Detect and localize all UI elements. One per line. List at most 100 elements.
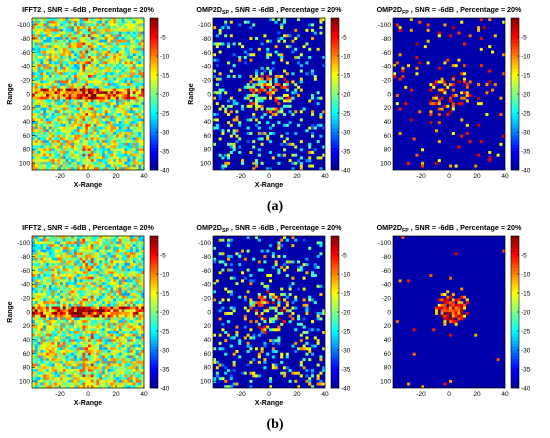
heatmap-cell <box>319 20 323 24</box>
heatmap-cell <box>132 42 136 46</box>
heatmap-cell <box>85 20 89 24</box>
heatmap-cell <box>96 344 100 348</box>
heatmap-cell <box>88 339 92 343</box>
heatmap-cell <box>37 140 41 144</box>
heatmap-cell <box>46 246 50 250</box>
heatmap-cell <box>141 339 145 343</box>
heatmap-cell <box>102 151 106 154</box>
heatmap-cell <box>124 293 128 296</box>
heatmap-cell <box>116 279 120 283</box>
heatmap-cell <box>218 50 222 54</box>
heatmap-cell <box>48 34 52 38</box>
heatmap-cell <box>68 301 72 305</box>
heatmap-cell <box>57 129 61 133</box>
heatmap-cell <box>135 88 139 92</box>
heatmap-cell <box>57 260 61 264</box>
heatmap-cell <box>107 140 111 144</box>
heatmap-cell <box>107 39 111 43</box>
heatmap-cell <box>130 153 134 157</box>
heatmap-cell <box>82 153 86 157</box>
heatmap-cell <box>43 64 47 68</box>
heatmap-cell <box>37 244 41 248</box>
heatmap-cell <box>40 260 44 264</box>
heatmap-cell <box>124 94 128 97</box>
heatmap-cell <box>65 151 69 154</box>
heatmap-cell <box>266 39 270 43</box>
heatmap-cell <box>62 110 66 114</box>
heatmap-cell <box>74 333 78 337</box>
heatmap-cell <box>37 309 41 313</box>
heatmap-cell <box>124 347 128 351</box>
heatmap-cell <box>322 18 326 21</box>
heatmap-cell <box>46 282 50 286</box>
heatmap-cell <box>34 153 38 157</box>
heatmap-cell <box>82 276 86 280</box>
heatmap-cell <box>127 145 131 149</box>
heatmap-cell <box>68 18 72 21</box>
heatmap-cell <box>76 322 80 326</box>
heatmap-cell <box>93 153 97 157</box>
heatmap-cell <box>135 153 139 157</box>
heatmap-cell <box>74 31 78 35</box>
heatmap-cell <box>90 290 94 294</box>
heatmap-cell <box>118 134 122 138</box>
heatmap-cell <box>82 317 86 321</box>
heatmap-cell <box>121 352 125 356</box>
heatmap-cell <box>82 328 86 332</box>
heatmap-cell <box>118 42 122 46</box>
heatmap-cell <box>62 246 66 250</box>
heatmap-cell <box>43 115 47 119</box>
heatmap-cell <box>104 260 108 264</box>
heatmap-cell <box>449 83 453 87</box>
heatmap-cell <box>60 268 64 272</box>
heatmap-cell <box>130 322 134 326</box>
heatmap-cell <box>71 94 75 97</box>
heatmap-cell <box>40 58 44 62</box>
heatmap-cell <box>60 352 64 356</box>
heatmap-cell <box>99 134 103 138</box>
heatmap-cell <box>88 274 92 277</box>
heatmap-cell <box>71 328 75 332</box>
heatmap-cell <box>34 132 38 135</box>
heatmap-cell <box>124 66 128 70</box>
heatmap-cell <box>502 72 506 76</box>
heatmap-cell <box>269 126 273 130</box>
heatmap-cell <box>37 88 41 92</box>
heatmap-cell <box>90 260 94 264</box>
heatmap-cell <box>116 317 120 321</box>
heatmap-cell <box>37 134 41 138</box>
heatmap-cell <box>82 28 86 32</box>
heatmap-cell <box>255 69 259 73</box>
heatmap-cell <box>110 148 114 152</box>
heatmap-cell <box>96 137 100 141</box>
heatmap-cell <box>57 290 61 294</box>
heatmap-cell <box>71 151 75 154</box>
heatmap-cell <box>116 159 120 163</box>
heatmap-cell <box>104 72 108 76</box>
heatmap-cell <box>118 56 122 59</box>
heatmap-cell <box>62 339 66 343</box>
heatmap-cell <box>138 91 142 95</box>
heatmap-cell <box>130 42 134 46</box>
heatmap-cell <box>90 69 94 73</box>
heatmap-cell <box>57 140 61 144</box>
heatmap-cell <box>252 85 256 89</box>
heatmap-cell <box>93 320 97 324</box>
heatmap-cell <box>71 153 75 157</box>
heatmap-cell <box>71 53 75 57</box>
colorbar-segment <box>150 62 158 66</box>
heatmap-cell <box>407 161 411 165</box>
heatmap-cell <box>124 88 128 92</box>
heatmap-cell <box>221 104 225 108</box>
heatmap-cell <box>43 331 47 334</box>
heatmap-cell <box>135 66 139 70</box>
heatmap-cell <box>85 161 89 165</box>
heatmap-cell <box>121 42 125 46</box>
heatmap-cell <box>48 26 52 30</box>
heatmap-cell <box>46 85 50 89</box>
heatmap-cell <box>76 140 80 144</box>
heatmap-cell <box>130 28 134 32</box>
heatmap-cell <box>93 279 97 283</box>
heatmap-cell <box>93 331 97 334</box>
heatmap-cell <box>135 56 139 59</box>
